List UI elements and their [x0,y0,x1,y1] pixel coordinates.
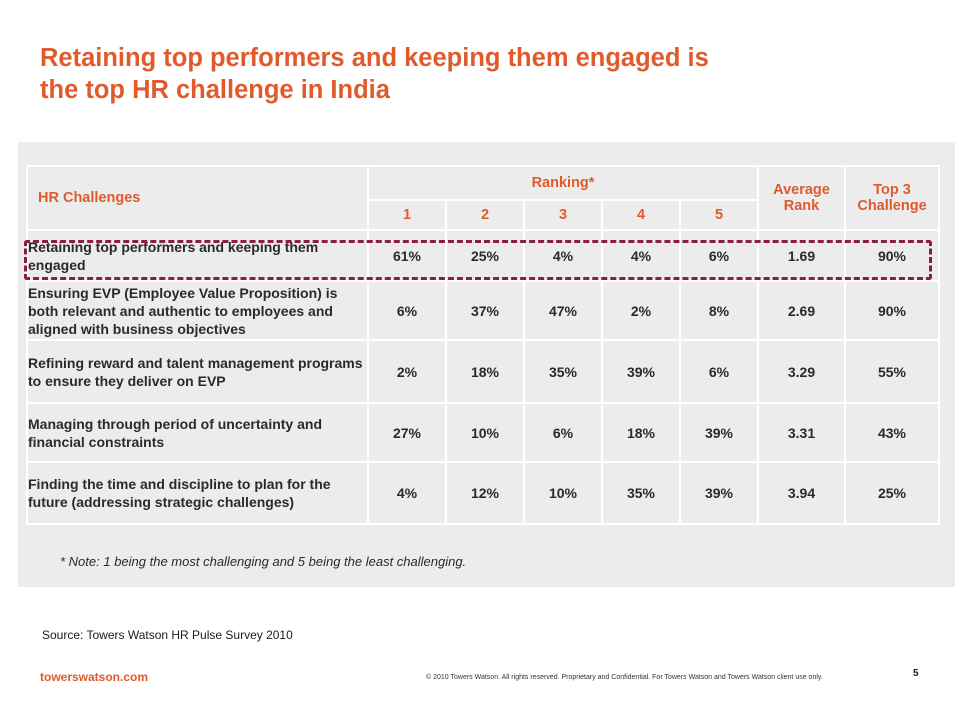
header-rank-1: 1 [367,199,447,231]
cell-rank-2: 37% [445,280,525,341]
cell-average-rank: 2.69 [757,280,846,341]
row-label: Retaining top performers and keeping the… [26,229,369,282]
header-ranking: Ranking* [367,165,759,201]
row-label: Ensuring EVP (Employee Value Proposition… [26,280,369,341]
cell-rank-1: 6% [367,280,447,341]
cell-rank-4: 18% [601,402,681,463]
table-row: Finding the time and discipline to plan … [26,461,940,525]
header-average-rank: Average Rank [757,165,846,231]
cell-rank-4: 39% [601,339,681,404]
cell-rank-4: 35% [601,461,681,525]
cell-rank-3: 6% [523,402,603,463]
cell-average-rank: 3.94 [757,461,846,525]
hr-challenges-table: HR Challenges Ranking* Average Rank Top … [26,165,940,525]
cell-rank-5: 39% [679,402,759,463]
row-label: Finding the time and discipline to plan … [26,461,369,525]
cell-rank-3: 4% [523,229,603,282]
table-row: Retaining top performers and keeping the… [26,229,940,282]
cell-top3-challenge: 90% [844,229,940,282]
table-row: Ensuring EVP (Employee Value Proposition… [26,280,940,341]
cell-average-rank: 3.31 [757,402,846,463]
cell-rank-2: 12% [445,461,525,525]
cell-rank-1: 27% [367,402,447,463]
header-rank-3: 3 [523,199,603,231]
slide-title-line-1: Retaining top performers and keeping the… [40,44,709,72]
cell-rank-3: 35% [523,339,603,404]
cell-rank-5: 6% [679,339,759,404]
cell-rank-1: 61% [367,229,447,282]
footer-brand-link[interactable]: towerswatson.com [40,670,149,684]
footer-copyright: © 2010 Towers Watson. All rights reserve… [426,674,823,681]
cell-rank-2: 10% [445,402,525,463]
header-rank-2: 2 [445,199,525,231]
slide-title-line-2: the top HR challenge in India [40,76,390,104]
page-number: 5 [913,668,919,679]
top-row-highlight-outline [24,240,932,280]
cell-rank-5: 39% [679,461,759,525]
table-footnote: * Note: 1 being the most challenging and… [60,554,467,569]
header-hr-challenges: HR Challenges [26,165,369,231]
cell-rank-5: 8% [679,280,759,341]
cell-rank-1: 2% [367,339,447,404]
cell-top3-challenge: 25% [844,461,940,525]
header-rank-4: 4 [601,199,681,231]
cell-top3-challenge: 43% [844,402,940,463]
cell-rank-4: 2% [601,280,681,341]
cell-rank-3: 10% [523,461,603,525]
cell-rank-2: 25% [445,229,525,282]
header-top3-challenge: Top 3 Challenge [844,165,940,231]
slide-title: Retaining top performers and keeping the… [40,42,920,106]
cell-rank-4: 4% [601,229,681,282]
row-label: Refining reward and talent management pr… [26,339,369,404]
cell-rank-1: 4% [367,461,447,525]
cell-top3-challenge: 90% [844,280,940,341]
hr-challenges-table-panel: HR Challenges Ranking* Average Rank Top … [18,142,955,587]
cell-average-rank: 3.29 [757,339,846,404]
source-citation: Source: Towers Watson HR Pulse Survey 20… [42,628,293,642]
cell-rank-2: 18% [445,339,525,404]
row-label: Managing through period of uncertainty a… [26,402,369,463]
header-rank-5: 5 [679,199,759,231]
cell-top3-challenge: 55% [844,339,940,404]
table-header-row: HR Challenges Ranking* Average Rank Top … [26,165,940,231]
table-subheader-row: 1 2 3 4 5 [27,199,939,231]
table-row: Managing through period of uncertainty a… [26,402,940,463]
cell-rank-5: 6% [679,229,759,282]
table-row: Refining reward and talent management pr… [26,339,940,404]
cell-average-rank: 1.69 [757,229,846,282]
cell-rank-3: 47% [523,280,603,341]
